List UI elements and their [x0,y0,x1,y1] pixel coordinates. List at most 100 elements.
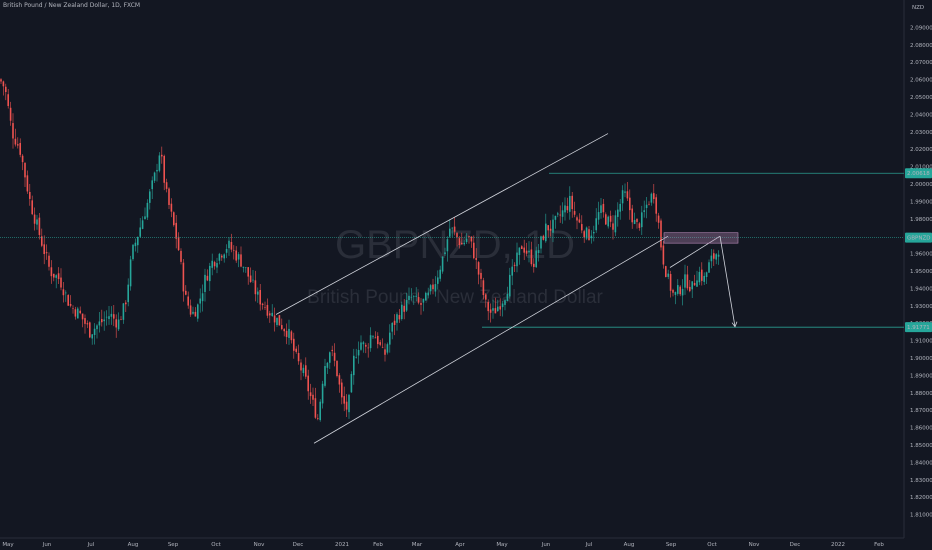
y-tick-label: 2.07000 [910,60,932,66]
candle-body [41,236,43,246]
candle-body [17,144,19,146]
candle-body [573,211,576,215]
y-tick-label: 2.04000 [910,112,932,118]
candle-body [631,208,633,223]
candle-body [681,288,684,296]
candle-body [319,401,321,421]
candle-body [290,331,293,341]
candle-body [417,297,420,303]
candle-body [437,277,439,284]
candle-body [211,260,213,268]
candle-body [576,217,578,221]
symbol-price-badge-label: GBPNZD [907,236,930,242]
candle-body [132,244,134,260]
candle-body [367,347,369,349]
candle-body [617,209,619,217]
candle-body [717,254,720,257]
candle-body [427,292,429,296]
y-tick-label: 2.05000 [910,95,932,101]
candle-body [408,295,410,300]
candle-body [636,218,638,222]
candle-body [657,215,660,223]
candle-body [499,306,501,310]
candle-body [341,382,343,398]
candle-body [105,316,108,318]
candle-body [180,250,182,262]
x-tick-label: Sep [666,542,677,548]
x-tick-label: Nov [254,542,265,548]
candle-body [686,274,689,289]
candle-body [326,362,329,368]
candle-body [549,228,552,231]
candle-body [485,294,487,300]
candle-body [355,357,357,358]
candle-body [461,242,463,245]
x-tick-label: Jul [585,542,593,548]
candle-body [7,94,9,106]
candle-body [530,249,533,265]
y-tick-label: 2.08000 [910,43,932,49]
candle-body [677,285,679,294]
candle-body [65,292,67,294]
grid-layer [0,0,905,539]
candle-body [696,280,698,287]
candle-body [487,302,489,312]
channel-lower-line [313,235,669,444]
candle-body [629,197,631,211]
candle-body [413,296,415,297]
y-tick-label: 1.85000 [910,443,932,449]
candle-body [245,267,247,269]
y-tick-label: 2.06000 [910,78,932,84]
chart-title: British Pound / New Zealand Dollar, 1D, … [3,2,141,9]
candle-body [158,155,161,171]
candle-body [398,315,401,320]
candle-body [665,266,667,277]
candle-body [535,250,537,268]
candle-body [391,322,393,332]
candle-body [372,336,374,338]
candle-body [170,203,173,212]
candle-body [257,291,259,295]
y-tick-label: 2.00000 [910,182,932,188]
candle-body [612,223,614,230]
candle-body [91,334,93,339]
candle-body [422,298,425,303]
candle-body [384,349,386,355]
candle-body [321,383,324,404]
candle-body [110,313,113,317]
candle-body [297,352,300,362]
candle-body [360,342,362,350]
candle-body [581,224,583,231]
x-tick-label: Feb [874,542,884,548]
candle-body [31,200,33,215]
candle-body [9,107,12,121]
candle-body [206,275,209,281]
candle-body [302,367,305,374]
candle-body [305,365,307,377]
x-tick-label: Oct [707,542,717,548]
candle-body [151,180,153,190]
candle-body [653,193,655,200]
candle-body [12,123,14,139]
candle-body [703,275,705,282]
candle-body [564,205,566,213]
candle-body [218,253,221,261]
candles-layer [0,78,720,422]
candle-body [645,204,648,209]
candle-body [230,242,233,250]
candle-body [595,218,597,231]
candle-body [187,296,189,306]
candle-body [276,317,278,325]
candle-body [641,212,643,228]
candle-body [648,203,650,205]
candle-body [624,191,626,193]
y-tick-label: 2.03000 [910,130,932,136]
candle-body [216,263,218,268]
candle-body [273,315,276,323]
candle-body [693,283,696,286]
y-tick-label: 1.95000 [910,269,932,275]
candle-body [281,325,283,329]
wedge-line [669,235,721,268]
candle-body [69,303,72,306]
